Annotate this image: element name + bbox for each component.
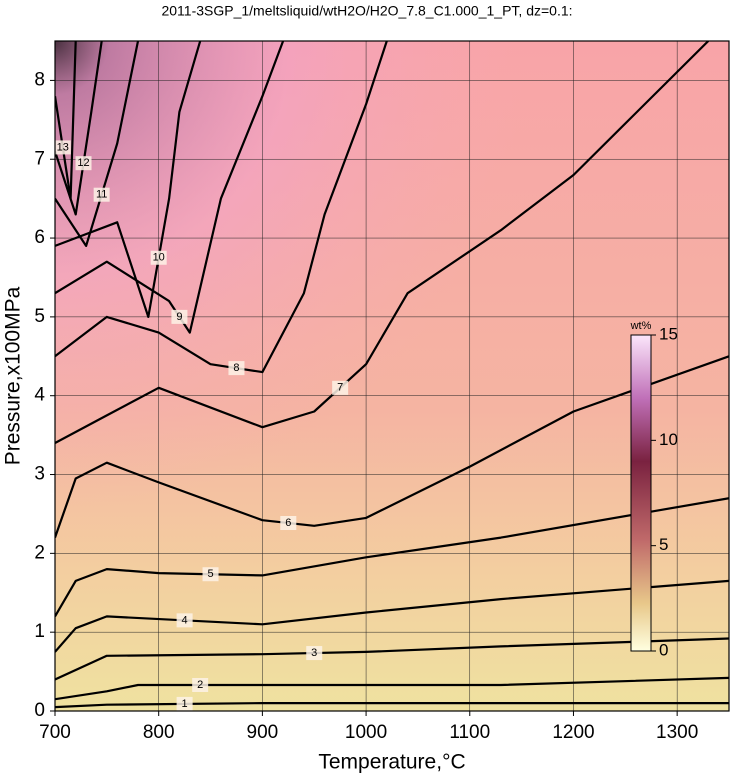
contour-line (55, 702, 729, 709)
x-tick-label: 1100 (449, 722, 490, 743)
contour-line (55, 579, 729, 653)
y-tick-label: 4 (34, 385, 45, 406)
x-tick-label: 700 (39, 722, 71, 743)
y-tick-label: 0 (34, 700, 45, 721)
contour-label-bg (176, 613, 193, 628)
y-tick-label: 7 (34, 148, 45, 169)
contour-line (55, 41, 388, 374)
contour-line (55, 41, 77, 200)
colorbar-tick-label: 0 (659, 640, 668, 659)
contour-label: 9 (176, 311, 182, 323)
contour-label-bg (171, 309, 188, 324)
x-axis-label: Temperature,°C (318, 751, 465, 774)
contour-label-bg (54, 140, 71, 155)
colorbar-tick-label: 5 (659, 535, 668, 554)
contour-label: 7 (337, 382, 343, 394)
contour-label: 11 (96, 189, 107, 201)
x-tick-label: 800 (143, 722, 175, 743)
contour-label: 8 (233, 362, 239, 374)
contour-label-bg (228, 361, 245, 376)
contour-label-bg (306, 646, 323, 661)
y-axis-label: Pressure,x100MPa (2, 286, 25, 465)
colorbar (630, 334, 652, 652)
y-tick-label: 3 (34, 464, 45, 485)
contour-label-bg (93, 187, 110, 202)
contour-label-bg (75, 156, 92, 171)
contour-label-bg (280, 516, 297, 531)
contour-label-bg (202, 567, 219, 582)
y-tick-label: 5 (34, 306, 45, 327)
x-tick-label: 1300 (656, 722, 698, 743)
contour-label-bg (192, 677, 209, 692)
x-tick-label: 1000 (345, 722, 387, 743)
contour-label-bg (176, 696, 193, 711)
contour-label-bg (332, 380, 349, 395)
x-tick-label: 900 (247, 722, 279, 743)
plot-frame (54, 40, 730, 712)
plot-shading (55, 41, 729, 711)
y-tick-label: 8 (34, 69, 45, 90)
contour-label: 10 (153, 252, 165, 264)
contour-label: 4 (182, 614, 188, 626)
contour-label: 3 (311, 647, 317, 659)
contour-label: 5 (207, 568, 213, 580)
colorbar-tick-label: 10 (659, 430, 678, 449)
chart-title: 2011-3SGP_1/meltsliquid/wtH2O/H2O_7.8_C1… (161, 3, 572, 19)
y-tick-label: 2 (34, 542, 45, 563)
contour-label: 1 (182, 698, 188, 710)
contour-label: 13 (57, 141, 69, 153)
contour-line (55, 41, 285, 334)
contour-label: 6 (285, 517, 291, 529)
contour-label: 12 (77, 157, 89, 169)
contour-label-bg (150, 250, 167, 265)
contour-label: 2 (197, 679, 203, 691)
colorbar-tick-label: 15 (659, 324, 678, 343)
y-tick-label: 1 (34, 621, 45, 642)
x-tick-label: 1200 (552, 722, 594, 743)
y-tick-label: 6 (34, 227, 45, 248)
colorbar-label: wt% (630, 320, 652, 332)
